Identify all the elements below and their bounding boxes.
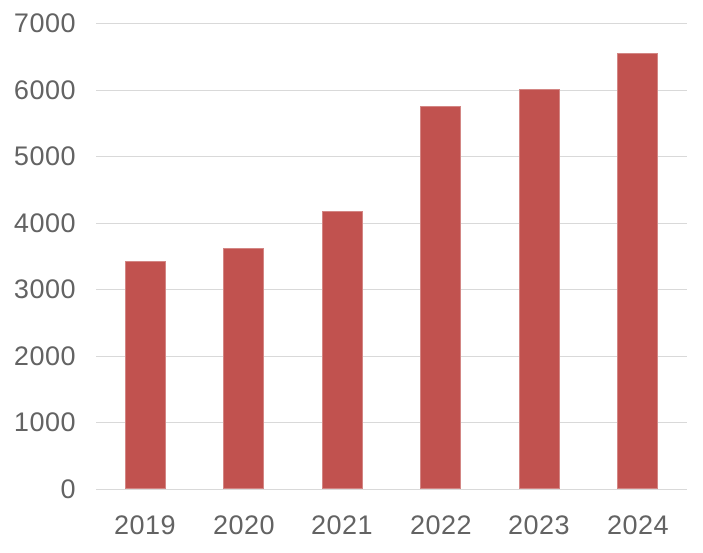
gridline <box>96 422 687 423</box>
y-tick-label: 4000 <box>13 208 76 238</box>
x-tick-label: 2023 <box>507 510 571 540</box>
x-tick-label: 2022 <box>409 510 473 540</box>
gridline <box>96 356 687 357</box>
x-tick-label: 2021 <box>310 510 374 540</box>
x-axis-line <box>96 489 687 490</box>
gridline <box>96 23 687 24</box>
x-tick-label: 2024 <box>606 510 670 540</box>
x-tick-label: 2019 <box>113 510 177 540</box>
bar-2021 <box>322 211 363 489</box>
y-tick-label: 0 <box>60 474 76 504</box>
gridline <box>96 90 687 91</box>
gridline <box>96 156 687 157</box>
y-tick-label: 7000 <box>13 8 76 38</box>
y-tick-label: 2000 <box>13 341 76 371</box>
bar-2019 <box>125 261 166 489</box>
bar-2020 <box>223 248 264 489</box>
bar-2023 <box>519 89 560 489</box>
y-tick-label: 3000 <box>13 274 76 304</box>
bar-2022 <box>420 106 461 489</box>
gridline <box>96 223 687 224</box>
y-tick-label: 6000 <box>13 75 76 105</box>
x-tick-label: 2020 <box>212 510 276 540</box>
y-tick-label: 5000 <box>13 141 76 171</box>
bar-2024 <box>617 53 658 489</box>
gridline <box>96 289 687 290</box>
y-tick-label: 1000 <box>13 407 76 437</box>
